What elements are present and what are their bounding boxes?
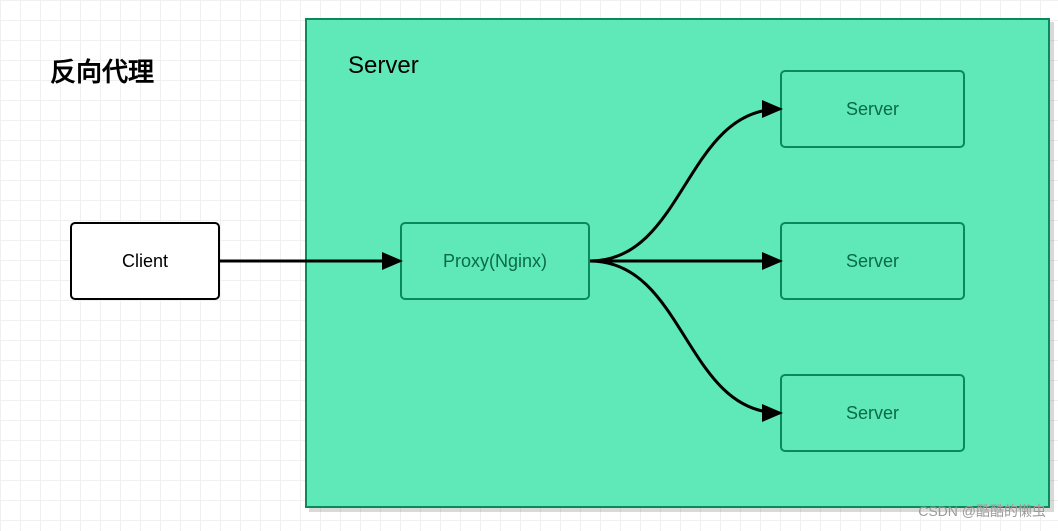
proxy-node: Proxy(Nginx)	[400, 222, 590, 300]
client-node-label: Client	[122, 251, 168, 272]
server2-node: Server	[780, 222, 965, 300]
server1-node: Server	[780, 70, 965, 148]
server-region-label: Server	[348, 52, 419, 80]
credit-text: CSDN @酷酷的懒虫	[918, 501, 1046, 521]
server3-node-label: Server	[846, 403, 899, 424]
server2-node-label: Server	[846, 251, 899, 272]
server3-node: Server	[780, 374, 965, 452]
server1-node-label: Server	[846, 99, 899, 120]
client-node: Client	[70, 222, 220, 300]
diagram-title: 反向代理	[50, 52, 154, 89]
proxy-node-label: Proxy(Nginx)	[443, 251, 547, 272]
